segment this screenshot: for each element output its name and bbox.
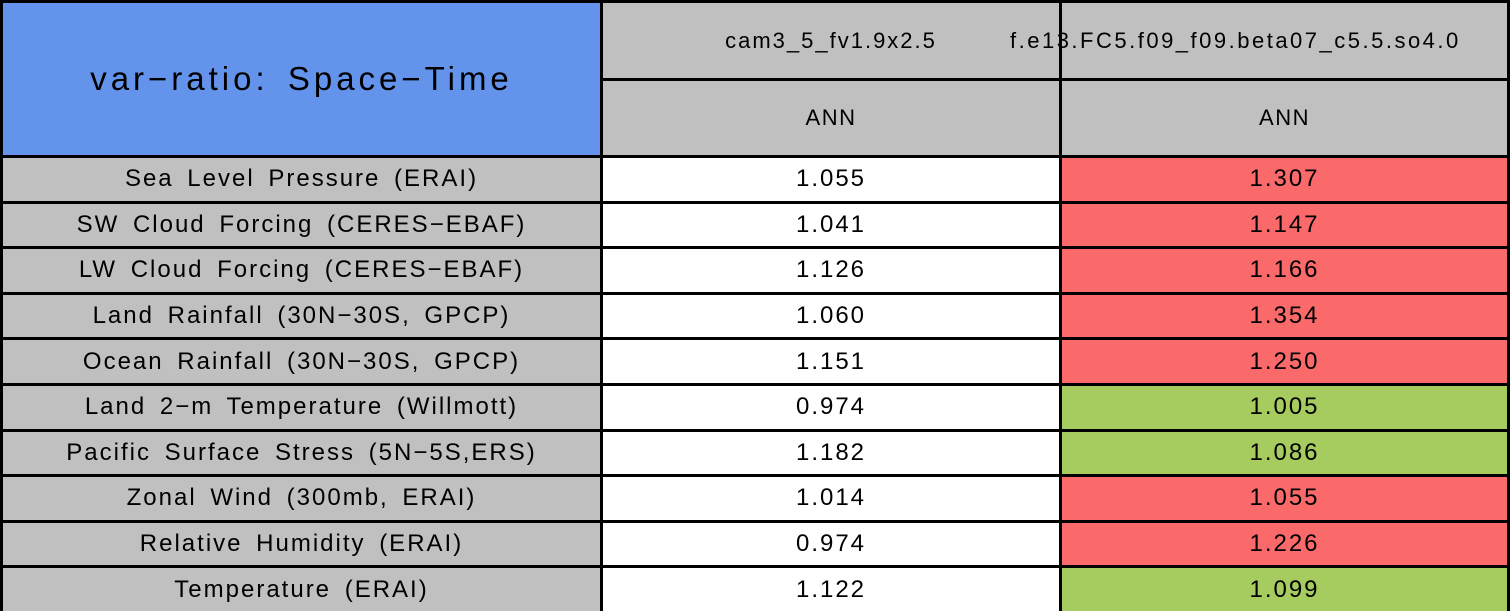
variable-label: Relative Humidity (ERAI) <box>0 519 603 569</box>
case1-value: 1.014 <box>600 474 1062 523</box>
variable-label: Land Rainfall (30N−30S, GPCP) <box>0 291 603 341</box>
case2-value: 1.005 <box>1059 382 1510 432</box>
variable-label: LW Cloud Forcing (CERES−EBAF) <box>0 246 603 295</box>
table-row: SW Cloud Forcing (CERES−EBAF) 1.041 1.147 <box>0 200 1510 250</box>
table-title: var−ratio: Space−Time <box>0 0 603 158</box>
variable-label: Temperature (ERAI) <box>0 565 603 611</box>
case2-value: 1.055 <box>1059 474 1510 523</box>
variable-label: Land 2−m Temperature (Willmott) <box>0 382 603 432</box>
model-name-case2: f.e13.FC5.f09_f09.beta07_c5.5.so4.0 <box>1010 0 1510 81</box>
model-name-case1: cam3_5_fv1.9x2.5 <box>600 0 1062 81</box>
table-row: Pacific Surface Stress (5N−5S,ERS) 1.182 1… <box>0 428 1510 478</box>
table-row: Zonal Wind (300mb, ERAI) 1.014 1.055 <box>0 474 1510 523</box>
case2-value: 1.354 <box>1059 291 1510 341</box>
table-row: Sea Level Pressure (ERAI) 1.055 1.307 <box>0 155 1510 204</box>
case1-value: 1.055 <box>600 155 1062 204</box>
variable-label: Sea Level Pressure (ERAI) <box>0 155 603 204</box>
table-body: Sea Level Pressure (ERAI) 1.055 1.307 SW Cl… <box>0 155 1510 611</box>
season-label-case2: ANN <box>1059 78 1510 158</box>
case1-value: 1.151 <box>600 337 1062 386</box>
variable-label: Ocean Rainfall (30N−30S, GPCP) <box>0 337 603 386</box>
case1-value: 1.182 <box>600 428 1062 478</box>
case1-value: 0.974 <box>600 519 1062 569</box>
season-header-row: ANN ANN <box>2 78 1510 158</box>
case1-value: 1.126 <box>600 246 1062 295</box>
case1-value: 1.060 <box>600 291 1062 341</box>
table-row: Temperature (ERAI) 1.122 1.099 <box>0 565 1510 611</box>
variable-label: Zonal Wind (300mb, ERAI) <box>0 474 603 523</box>
table-row: Relative Humidity (ERAI) 0.974 1.226 <box>0 519 1510 569</box>
case2-value: 1.226 <box>1059 519 1510 569</box>
table-row: Ocean Rainfall (30N−30S, GPCP) 1.151 1.250 <box>0 337 1510 386</box>
case2-value: 1.099 <box>1059 565 1510 611</box>
case1-value: 1.122 <box>600 565 1062 611</box>
case1-value: 1.041 <box>600 200 1062 250</box>
case2-value: 1.086 <box>1059 428 1510 478</box>
season-label-case1: ANN <box>600 78 1062 158</box>
model-header-row: var−ratio: Space−Time cam3_5_fv1.9x2.5 f… <box>0 0 1510 158</box>
case2-value: 1.250 <box>1059 337 1510 386</box>
case2-value: 1.147 <box>1059 200 1510 250</box>
case1-value: 0.974 <box>600 382 1062 432</box>
table-row: Land 2−m Temperature (Willmott) 0.974 1.00… <box>0 382 1510 432</box>
case2-value: 1.307 <box>1059 155 1510 204</box>
model-name-case2-text: f.e13.FC5.f09_f09.beta07_c5.5.so4.0 <box>1010 27 1461 53</box>
table-row: Land Rainfall (30N−30S, GPCP) 1.060 1.354 <box>0 291 1510 341</box>
variable-label: SW Cloud Forcing (CERES−EBAF) <box>0 200 603 250</box>
variable-label: Pacific Surface Stress (5N−5S,ERS) <box>0 428 603 478</box>
table-row: LW Cloud Forcing (CERES−EBAF) 1.126 1.166 <box>0 246 1510 295</box>
case2-value: 1.166 <box>1059 246 1510 295</box>
